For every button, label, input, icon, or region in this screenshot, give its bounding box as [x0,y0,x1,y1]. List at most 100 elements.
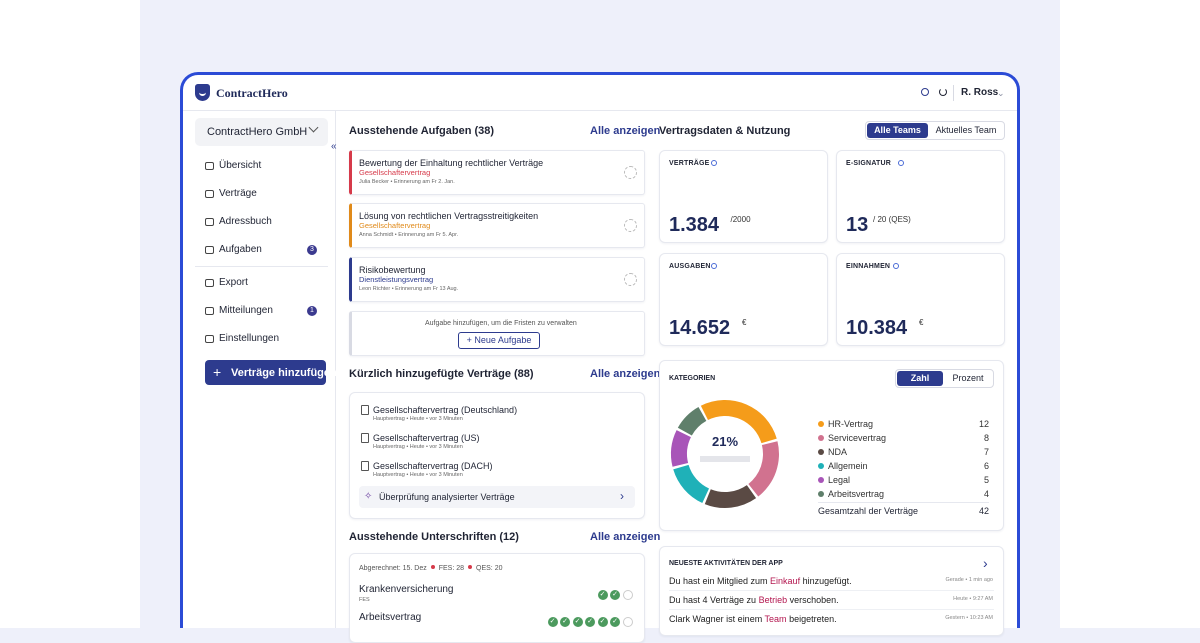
signature-name[interactable]: Krankenversicherung [359,584,454,595]
contract-name[interactable]: Gesellschaftervertrag (DACH) [373,460,493,471]
section-title: Ausstehende Unterschriften (12) [349,530,519,543]
signature-done: ✓ [585,617,595,627]
donut-segment [677,406,707,436]
bullet [468,565,473,569]
nav-item[interactable]: Verträge [219,188,257,199]
search-icon[interactable] [921,88,929,96]
activity-part: hinzugefügt. [800,575,852,586]
total-label: Gesamtzahl der Verträge [818,505,919,516]
stat-label: E-SIGNATUR [846,159,892,167]
contract-meta: Hauptvertrag • Heute • vor 3 Minuten [373,416,463,423]
task-card [349,150,645,195]
legend-dot [818,449,824,455]
legend-dot [818,421,824,427]
summary-item: Abgerechnet: 15. Dez [359,565,427,572]
legend-value: 12 [978,418,989,429]
new-task-button[interactable]: + Neue Aufgabe [458,332,540,349]
info-icon [710,160,717,166]
nav-badge: 3 [307,245,317,255]
legend-dot [818,463,824,469]
task-card [349,203,645,248]
stat-label: AUSGABEN [669,262,711,270]
section-title: Vertragsdaten & Nutzung [659,124,791,137]
toggle-option[interactable]: Prozent [952,373,984,383]
donut-chart [671,400,779,508]
contract-name[interactable]: Gesellschaftervertrag (Deutschland) [373,404,518,415]
toggle-active[interactable]: Alle Teams [867,123,928,138]
stat-label: EINNAHMEN [846,262,891,270]
info-icon [892,263,899,269]
company-name: ContractHero GmbH [207,125,308,138]
nav-icon [205,162,214,170]
nav-item[interactable]: Aufgaben [219,244,262,255]
task-title[interactable]: Lösung von rechtlichen Vertragsstreitigk… [359,210,539,221]
task-type: Gesellschaftervertrag [359,168,431,178]
see-all-link[interactable]: Alle anzeigen [590,367,661,380]
nav-item[interactable]: Übersicht [219,160,262,171]
task-meta: Leon Richter • Erinnerung am Fr 13 Aug. [359,286,459,293]
stat-value: 14.652 [669,317,731,339]
activities-chevron[interactable]: › [983,555,988,571]
contract-name[interactable]: Gesellschaftervertrag (US) [373,432,480,443]
brand: ContractHero [216,86,288,100]
activity-link[interactable]: Team [764,613,787,624]
signature-done: ✓ [547,617,558,627]
activity-text: Du hast 4 Verträge zu Betrieb verschoben… [669,594,839,605]
refresh-icon[interactable] [939,88,947,96]
see-all-link[interactable]: Alle anzeigen [590,124,661,137]
team-toggle [865,121,1005,140]
nav-divider [195,266,328,267]
file-icon [361,405,369,415]
nav-icon [205,246,214,254]
task-status[interactable] [624,273,637,286]
review-icon: ✧ [364,491,373,502]
task-meta: Julia Becker • Erinnerung am Fr 2. Jan. [359,179,455,186]
activity-part: verschoben. [787,594,839,605]
signature-open [622,617,633,627]
signature-done: ✓ [560,617,570,627]
header-divider [183,110,1017,111]
toggle-option[interactable]: Aktuelles Team [935,125,997,135]
task-status[interactable] [624,219,637,232]
nav-item[interactable]: Adressbuch [219,216,272,227]
toggle-active[interactable]: Zahl [897,371,943,386]
task-title[interactable]: Risikobewertung [359,264,426,275]
file-icon [361,433,369,443]
signature-name[interactable]: Arbeitsvertrag [359,612,422,623]
user-name[interactable]: R. Ross [961,87,999,98]
stat-suffix: / 20 (QES) [873,215,911,224]
nav-item[interactable]: Export [219,277,248,288]
legend-value: 7 [983,446,989,457]
activity-link[interactable]: Betrieb [758,594,788,605]
add-contract-button[interactable] [205,360,326,385]
legend-label: Legal [828,474,851,485]
task-type: Dienstleistungsvertrag [359,275,434,285]
legend-value: 4 [983,488,989,499]
see-all-link[interactable]: Alle anzeigen [590,530,661,543]
legend-dot [818,491,824,497]
company-select[interactable] [195,118,328,146]
donut-center: 21% [711,434,739,449]
task-title[interactable]: Bewertung der Einhaltung rechtlicher Ver… [359,157,544,168]
button-label[interactable]: Verträge hinzufügen [231,366,337,379]
signature-done: ✓ [597,590,608,600]
stat-card [836,150,1005,243]
review-row[interactable] [359,486,635,508]
page-margin [1060,0,1200,628]
legend-label: Allgemein [828,460,868,471]
stat-suffix: /2000 [730,215,751,224]
separator [953,85,954,101]
task-status[interactable] [624,166,637,179]
collapse[interactable]: « [331,141,337,152]
legend-label: NDA [828,446,848,457]
legend-value: 8 [983,432,989,443]
activity-link[interactable]: Einkauf [770,575,801,586]
total-value: 42 [978,505,989,516]
nav-item[interactable]: Einstellungen [219,333,280,344]
stat-card [659,150,828,243]
nav-item[interactable]: Mitteilungen [219,305,273,316]
card-title: KATEGORIEN [669,374,716,382]
donut-segment [673,464,710,503]
task-meta: Anna Schmidt • Erinnerung am Fr 5. Apr. [359,232,459,239]
